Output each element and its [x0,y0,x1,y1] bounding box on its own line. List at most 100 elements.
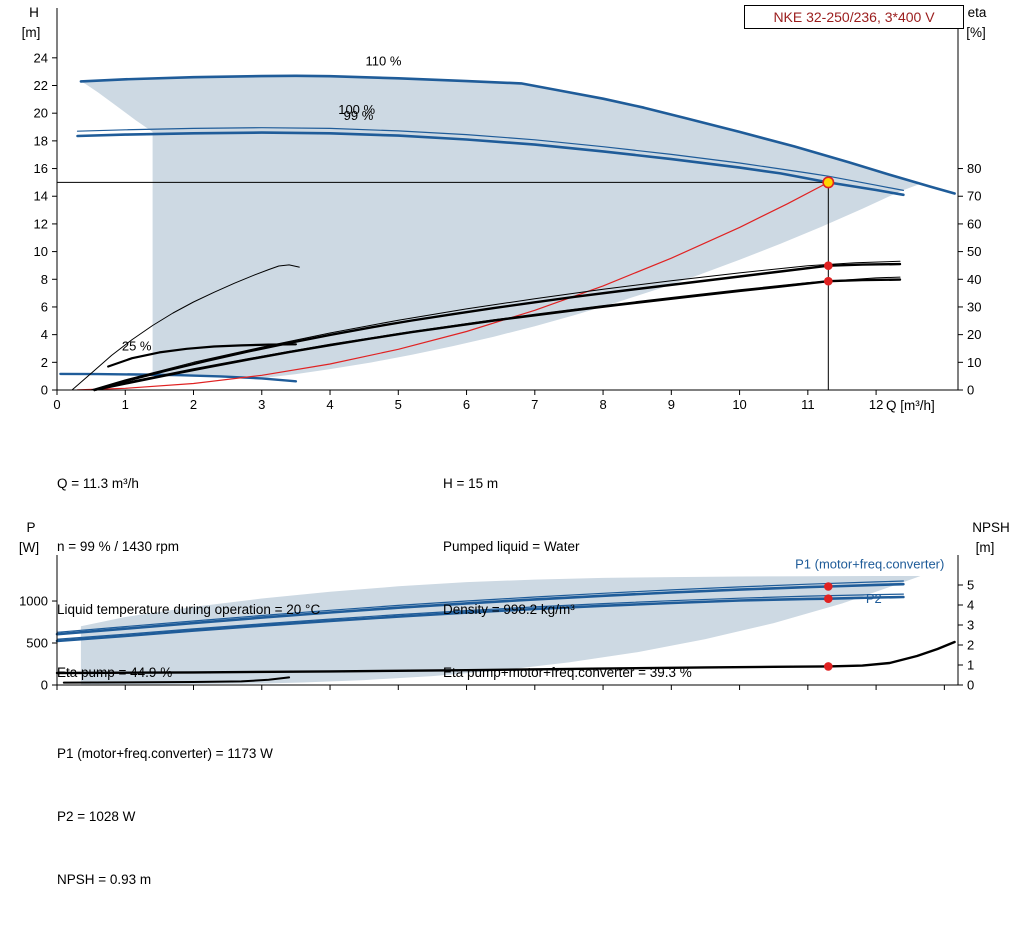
y-right-tick-label: 0 [967,383,974,398]
duty-liquid-temp-value: Liquid temperature during operation = 20… [57,602,321,617]
y-right-tick-label: 20 [967,327,981,342]
head-eta-total-curve-25 [107,343,297,368]
duty-density-value: Density = 998.2 kg/m³ [443,602,575,617]
x-tick-label: 3 [258,397,265,412]
duty-eta-total-value: Eta pump+motor+freq.converter = 39.3 % [443,665,692,680]
power-info-block: P1 (motor+freq.converter) = 1173 W P2 = … [57,701,273,932]
y-right-tick-label: 5 [967,578,974,593]
x-axis-title: Q [m³/h] [886,398,935,413]
eta-total-marker [824,276,833,286]
x-tick-label: 8 [599,397,606,412]
x-tick-label: 11 [801,397,815,412]
duty-point-marker[interactable] [822,176,835,189]
x-tick-label: 5 [395,397,402,412]
power-power-envelope [80,576,921,685]
power-npsh-curve [55,640,956,675]
y-left-tick-label: 12 [34,216,48,231]
pump-model-title: NKE 32-250/236, 3*400 V [744,5,964,29]
p2-marker [824,594,833,603]
y-left-axis-title: [W] [19,540,39,555]
pump-performance-report: 0 1 2 3 4 5 6 7 8 9 10 11 12 0 2 4 6 8 10 12 14 16 18 20 22 24 0 10… [19,5,1010,887]
x-tick-label: 4 [326,397,333,412]
y-right-tick-label: 30 [967,299,981,314]
x-tick-label: 10 [732,397,746,412]
x-tick-label: 1 [122,397,129,412]
y-left-tick-label: 0 [41,678,48,693]
y-right-tick-label: 2 [967,638,974,653]
head-eta-pump-curve-99 [93,262,902,392]
power-p2-curve-99 [55,595,905,643]
power-p2-curve-100 [56,593,904,640]
curve-label: P2 [866,591,882,606]
head-eta-pump-curve-100 [90,260,901,391]
y-left-tick-label: 0 [41,383,48,398]
head-head-curve-25 [59,372,298,383]
duty-head-value: H = 15 m [443,476,499,491]
y-right-tick-label: 80 [967,161,981,176]
y-left-axis-title: P [26,520,35,535]
y-right-axis-title: NPSH [972,520,1010,535]
y-right-tick-label: 40 [967,272,981,287]
duty-speed-value: n = 99 % / 1430 rpm [57,539,179,554]
duty-flow-value: Q = 11.3 m³/h [57,476,139,491]
power-p1-value: P1 (motor+freq.converter) = 1173 W [57,746,273,761]
duty-liquid-value: Pumped liquid = Water [443,539,580,554]
y-left-tick-label: 2 [41,355,48,370]
y-left-tick-label: 10 [34,244,48,259]
y-right-tick-label: 10 [967,355,981,370]
power-p1-curve-100 [56,580,904,633]
y-left-tick-label: 1000 [19,594,48,609]
y-left-axis-title: H [29,5,39,20]
y-left-tick-label: 16 [34,161,48,176]
y-left-tick-label: 500 [26,636,48,651]
power-p1-curve-99 [55,582,905,636]
y-left-tick-label: 22 [34,78,48,93]
y-right-axis-title: [%] [966,25,986,40]
y-left-axis-title: [m] [22,25,41,40]
x-tick-label: 12 [869,397,883,412]
duty-info-left-column: Q = 11.3 m³/h n = 99 % / 1430 rpm Liquid… [57,431,320,725]
duty-eta-pump-value: Eta pump = 44.9 % [57,665,173,680]
y-left-tick-label: 8 [41,272,48,287]
y-right-tick-label: 1 [967,658,974,673]
x-tick-label: 9 [668,397,675,412]
y-left-tick-label: 24 [34,50,48,65]
y-right-tick-label: 4 [967,598,974,613]
x-tick-label: 6 [463,397,470,412]
npsh-marker [824,662,833,671]
head-eta-total-curve-100 [90,276,901,391]
head-eta-pump-curve-25 [71,264,300,391]
head-eta-total-curve-99 [93,278,902,392]
curve-label: 25 % [122,339,152,354]
x-tick-label: 0 [53,397,60,412]
head-system-curve [76,181,829,391]
power-npsh-value: NPSH = 0.93 m [57,872,152,887]
p1-marker [824,582,833,591]
y-right-axis-title: [m] [976,540,995,555]
x-tick-label: 7 [531,397,538,412]
head-head-curve-110 [79,74,956,195]
pump-curves-svg: 0 1 2 3 4 5 6 7 8 9 10 11 12024681012141618202224010… [19,5,1010,693]
y-left-tick-label: 6 [41,299,48,314]
y-right-axis-title: eta [968,5,987,20]
y-right-tick-label: 3 [967,618,974,633]
y-right-tick-label: 60 [967,216,981,231]
duty-info-right-column: H = 15 m Pumped liquid = Water Density =… [443,431,692,725]
y-left-tick-label: 18 [34,133,48,148]
y-right-tick-label: 50 [967,244,981,259]
curve-label: 100 % [338,102,375,117]
curve-label: 110 % [366,53,402,68]
eta-pump-marker [824,261,833,271]
y-left-tick-label: 14 [34,189,48,204]
power-p2-value: P2 = 1028 W [57,809,136,824]
curve-label: 99 % [344,108,374,123]
y-left-tick-label: 20 [34,106,48,121]
head-head-curve-100 [76,127,904,191]
y-right-tick-label: 0 [967,678,974,693]
y-right-tick-label: 70 [967,189,981,204]
y-left-tick-label: 4 [41,327,48,342]
head-operating-envelope [80,75,921,378]
curve-label: P1 (motor+freq.converter) [795,556,944,571]
head-head-curve-99 [76,131,905,197]
power-npsh-curve-low-speed [62,676,291,684]
